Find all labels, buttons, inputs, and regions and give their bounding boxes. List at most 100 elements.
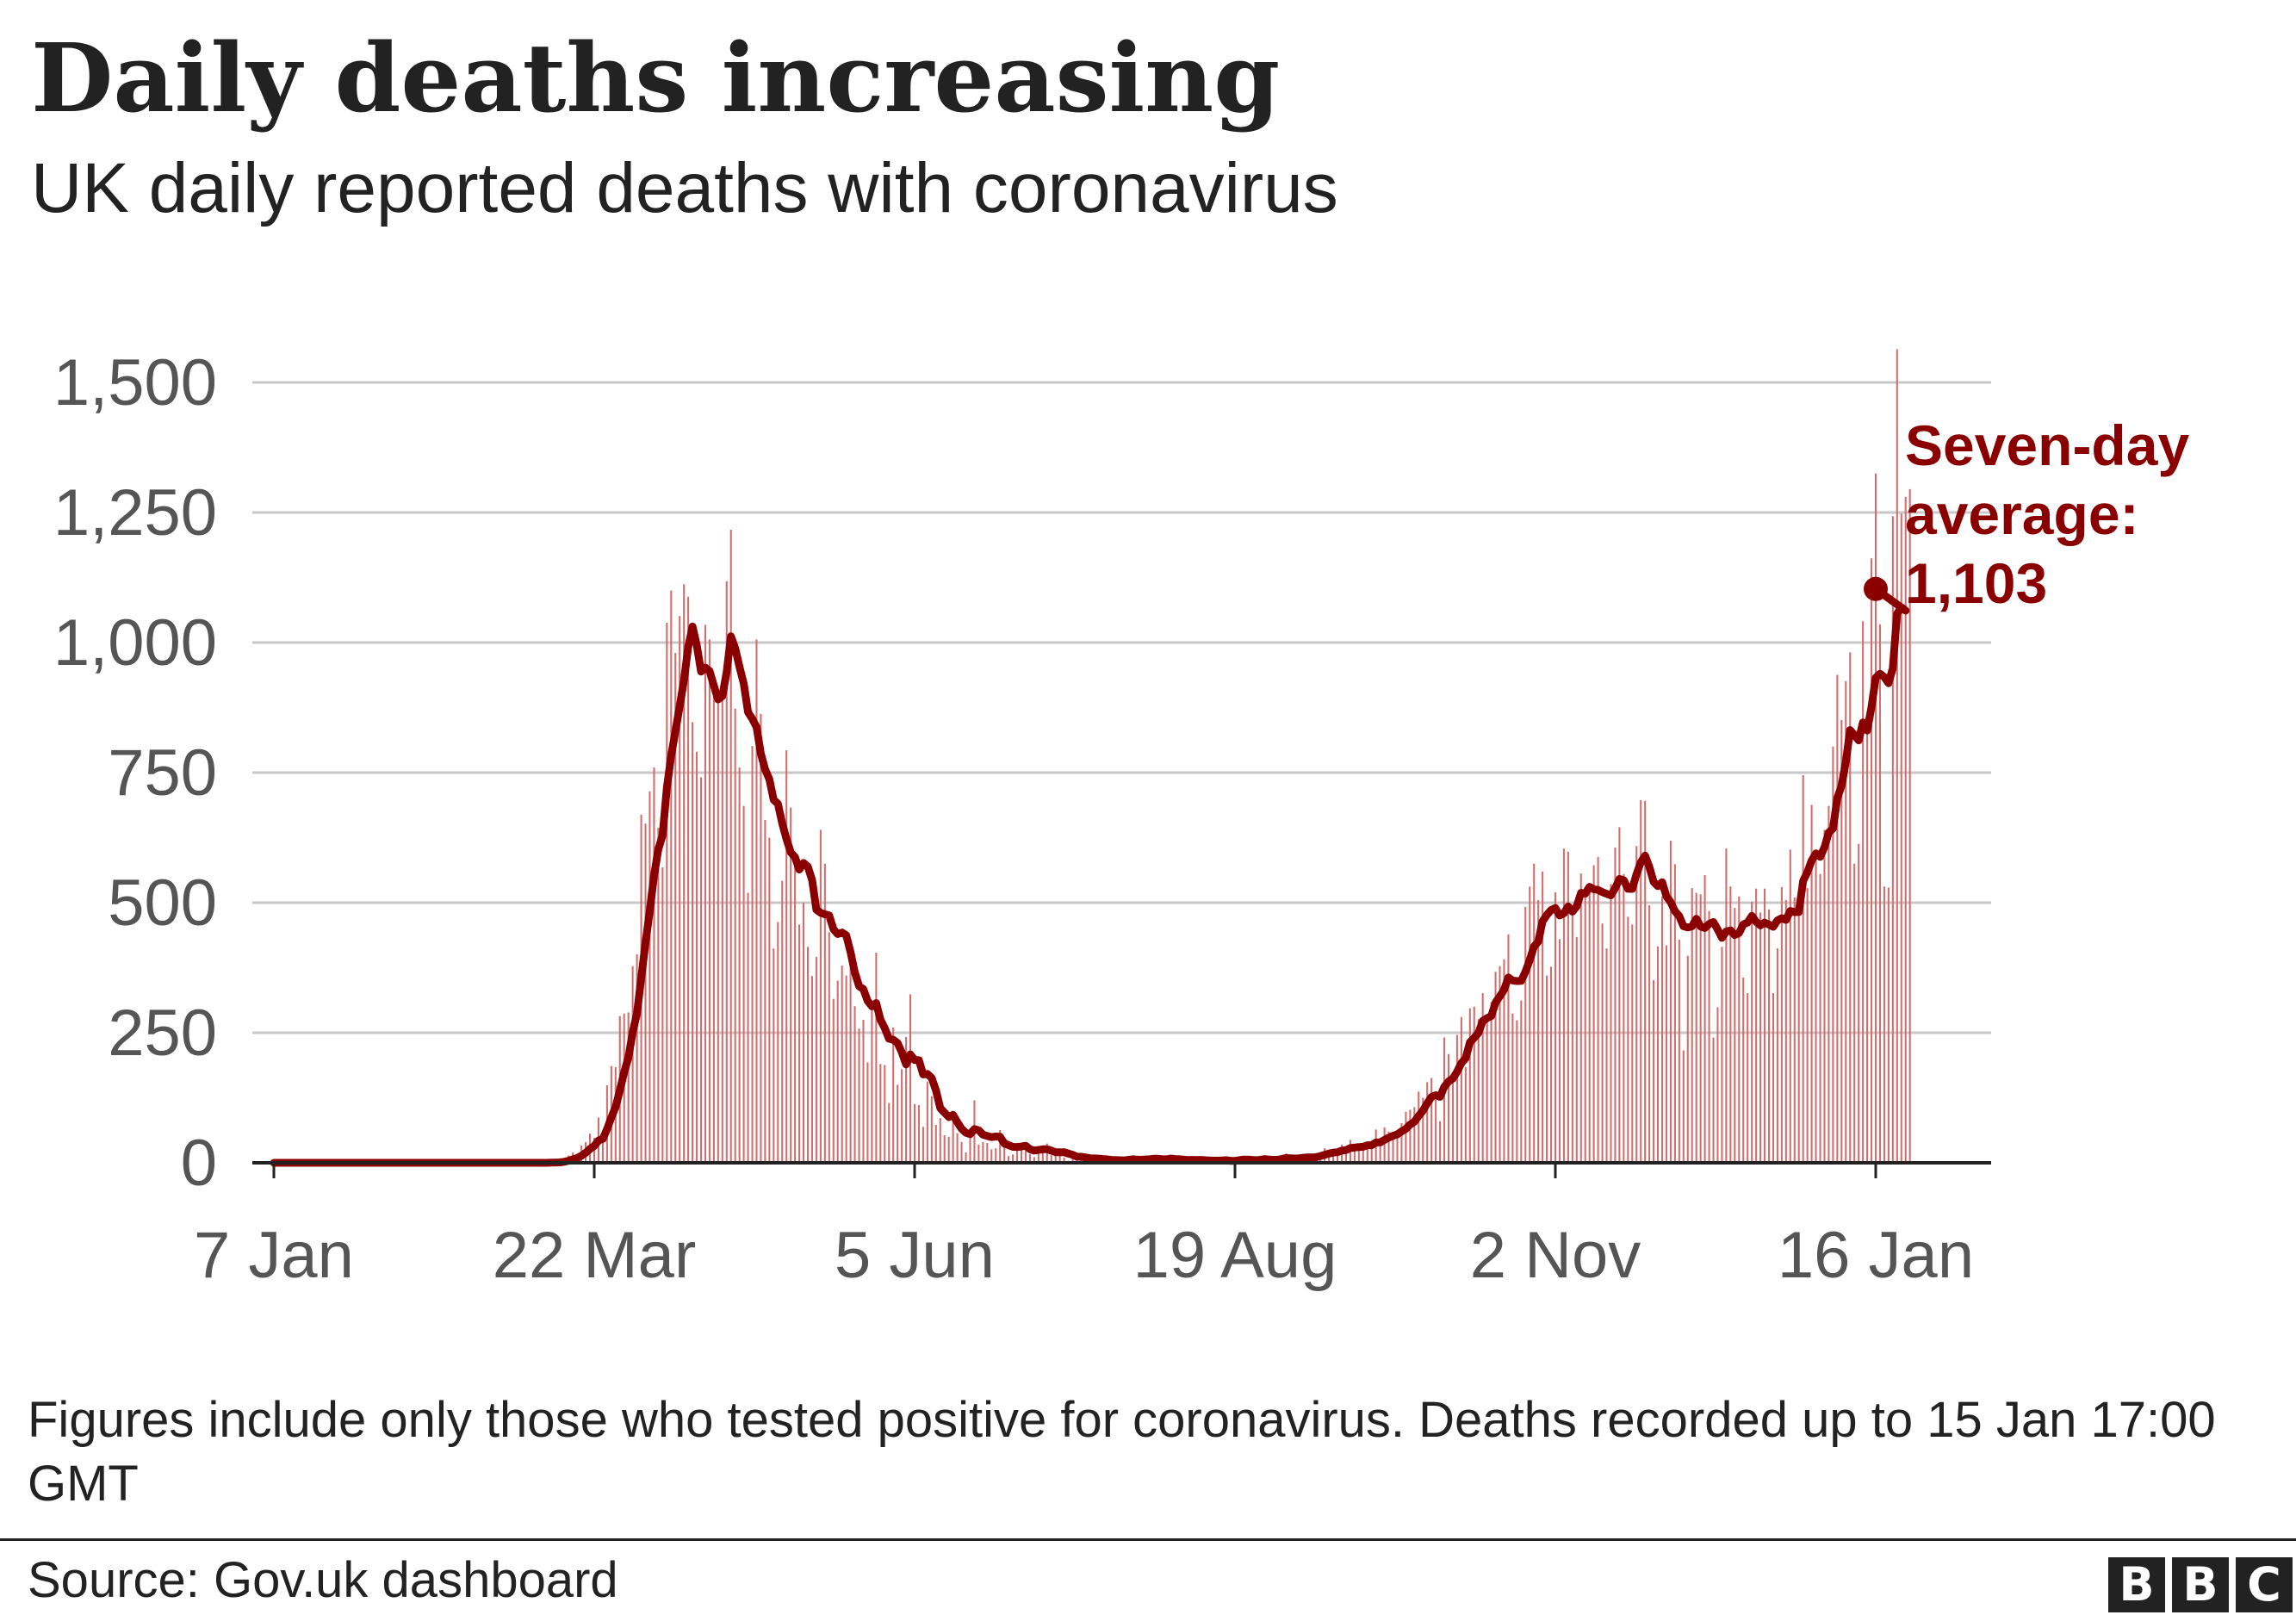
- daily-death-bar: [1605, 948, 1608, 1163]
- x-tick-label: 19 Aug: [1133, 1219, 1337, 1292]
- daily-death-bar: [862, 1019, 865, 1163]
- daily-death-bar: [952, 1111, 954, 1163]
- daily-death-bar: [661, 867, 664, 1163]
- daily-death-bar: [1387, 1131, 1390, 1163]
- daily-death-bar: [810, 976, 814, 1163]
- daily-death-bar: [1481, 993, 1484, 1163]
- daily-death-bar: [1815, 849, 1817, 1163]
- latest-average-marker: [1864, 576, 1888, 601]
- daily-death-bar: [699, 777, 703, 1163]
- x-tick-label: 5 Jun: [835, 1219, 995, 1292]
- daily-death-bar: [934, 1124, 937, 1163]
- chart-title: Daily deaths increasing: [31, 22, 1281, 134]
- daily-death-bar: [1845, 680, 1847, 1163]
- daily-death-bar: [1682, 1050, 1685, 1163]
- daily-death-bar: [1763, 888, 1766, 1163]
- daily-death-bar: [990, 1149, 993, 1163]
- daily-death-bar: [858, 1028, 860, 1163]
- daily-death-bar: [1439, 1121, 1442, 1163]
- daily-death-bar: [913, 1103, 916, 1163]
- daily-death-bar: [1610, 884, 1612, 1163]
- daily-death-bar: [879, 1064, 882, 1163]
- daily-death-bar: [806, 947, 810, 1163]
- daily-death-bar: [1584, 897, 1586, 1163]
- daily-death-bar: [1738, 896, 1741, 1163]
- daily-death-bar: [977, 1144, 980, 1163]
- daily-death-bar: [1853, 863, 1856, 1163]
- daily-death-bar: [1883, 886, 1885, 1163]
- daily-death-bar: [1418, 1091, 1420, 1163]
- daily-death-bar: [1891, 516, 1894, 1163]
- daily-death-bar: [832, 998, 835, 1163]
- daily-death-bar: [755, 639, 758, 1163]
- daily-death-bar: [1592, 865, 1595, 1163]
- chart-area: 0 250 500 750 1,000 1,250 1,500 Seven-dayaverag…: [53, 346, 2190, 1292]
- y-tick-label: 1,000: [53, 606, 217, 680]
- daily-death-bar: [1673, 864, 1676, 1163]
- daily-death-bar: [794, 853, 797, 1163]
- daily-death-bar: [1887, 887, 1890, 1163]
- daily-death-bar: [1716, 1007, 1719, 1163]
- daily-death-bar: [1567, 851, 1569, 1163]
- daily-death-bar: [777, 922, 779, 1163]
- daily-death-bar: [1012, 1154, 1015, 1163]
- chart-footnote: Figures include only those who tested po…: [28, 1392, 2216, 1512]
- daily-death-bar: [1357, 1146, 1360, 1163]
- daily-death-bar: [1660, 896, 1664, 1163]
- daily-death-bar: [1618, 827, 1621, 1163]
- daily-death-bar: [1635, 846, 1638, 1163]
- daily-death-bar: [729, 529, 732, 1163]
- daily-death-bar: [1511, 1013, 1514, 1163]
- daily-death-bar: [828, 932, 830, 1163]
- daily-death-bar: [1780, 886, 1783, 1163]
- daily-death-bar: [1413, 1107, 1416, 1163]
- daily-death-bar: [692, 722, 694, 1163]
- daily-death-bar: [1678, 939, 1680, 1163]
- daily-death-bar: [1486, 1016, 1488, 1163]
- daily-death-bar: [653, 767, 655, 1163]
- daily-death-bar: [999, 1129, 1002, 1163]
- daily-death-bar: [648, 791, 651, 1163]
- daily-death-bar: [1656, 946, 1660, 1163]
- daily-death-bar: [1546, 975, 1548, 1163]
- daily-death-bar: [1037, 1151, 1039, 1163]
- daily-death-bar: [1601, 923, 1604, 1163]
- daily-death-bar: [1840, 719, 1843, 1163]
- daily-death-bar: [1409, 1109, 1412, 1163]
- y-tick-label: 500: [108, 867, 217, 940]
- daily-death-bar: [1344, 1148, 1348, 1163]
- daily-death-bar: [1353, 1144, 1356, 1163]
- daily-death-bar: [1751, 901, 1753, 1163]
- daily-death-bar: [1366, 1143, 1368, 1163]
- daily-death-bar: [1071, 1158, 1074, 1163]
- daily-death-bar: [1537, 899, 1540, 1163]
- chart-subtitle: UK daily reported deaths with coronaviru…: [31, 149, 1338, 227]
- daily-death-bar: [1810, 804, 1813, 1163]
- daily-death-bar: [1575, 936, 1578, 1163]
- daily-death-bar: [982, 1141, 984, 1163]
- daily-death-bar: [1767, 909, 1771, 1163]
- daily-death-bar: [871, 1003, 873, 1163]
- daily-death-bar: [909, 994, 912, 1163]
- daily-death-bar: [897, 1084, 899, 1163]
- daily-death-bar: [1900, 513, 1902, 1163]
- daily-death-bar: [798, 924, 801, 1163]
- daily-death-bar: [1784, 899, 1787, 1163]
- average-annotation-line: Seven-day: [1905, 413, 2189, 477]
- daily-death-bar: [1789, 849, 1791, 1163]
- daily-death-bar: [683, 584, 686, 1163]
- daily-death-bar: [965, 1152, 967, 1163]
- daily-death-bar: [1033, 1157, 1035, 1163]
- daily-death-bar: [1759, 912, 1762, 1163]
- daily-death-bar: [1866, 730, 1869, 1163]
- daily-death-bar: [1020, 1146, 1023, 1163]
- daily-death-bar: [1793, 897, 1796, 1163]
- y-tick-label: 0: [181, 1127, 217, 1200]
- daily-death-bar: [1772, 993, 1775, 1163]
- daily-death-bar: [1503, 959, 1505, 1163]
- daily-death-bar: [1473, 1006, 1475, 1163]
- daily-death-bar: [849, 947, 852, 1163]
- logo-letter: B: [2108, 1557, 2165, 1612]
- daily-death-bar: [1400, 1123, 1403, 1163]
- y-tick-label: 1,500: [53, 346, 217, 419]
